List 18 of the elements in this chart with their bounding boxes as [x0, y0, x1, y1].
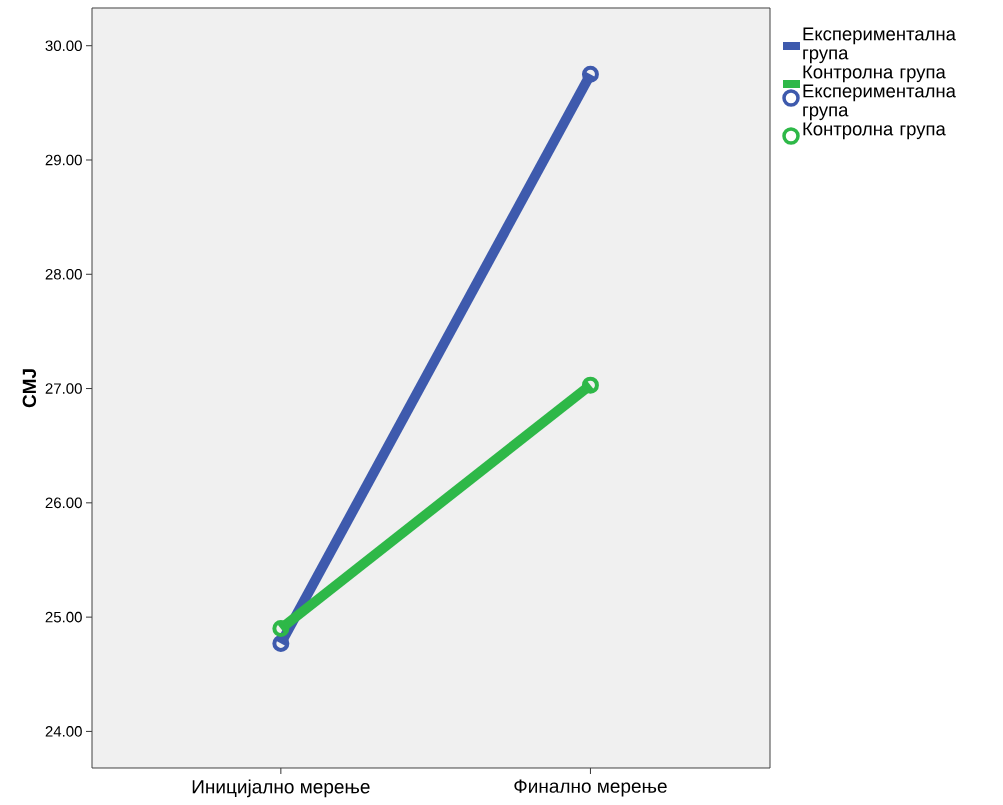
- point: [581, 376, 599, 394]
- x-tick-label: Иницијално мерење: [192, 779, 370, 798]
- text: Контролна група: [803, 65, 946, 83]
- point: [272, 620, 290, 638]
- y-axis-title: CMJ: [22, 369, 37, 408]
- x-tick-label: Финално мерење: [514, 779, 667, 797]
- y-tick-label: 24.00: [45, 726, 82, 737]
- legend-label: Експериментална група: [803, 27, 956, 64]
- y-tick-label: 26.00: [45, 497, 82, 509]
- y-tick-label: 28.00: [45, 268, 82, 280]
- y-tick-label: 27.00: [45, 383, 82, 394]
- text: Експериментална група: [803, 84, 956, 121]
- y-tick-label: 30.00: [45, 40, 82, 52]
- point: [272, 634, 290, 652]
- y-tick-label: 29.00: [45, 154, 82, 166]
- y-tick-label: 25.00: [45, 611, 82, 623]
- point: [581, 65, 599, 83]
- legend-label: Контролна група: [803, 122, 946, 140]
